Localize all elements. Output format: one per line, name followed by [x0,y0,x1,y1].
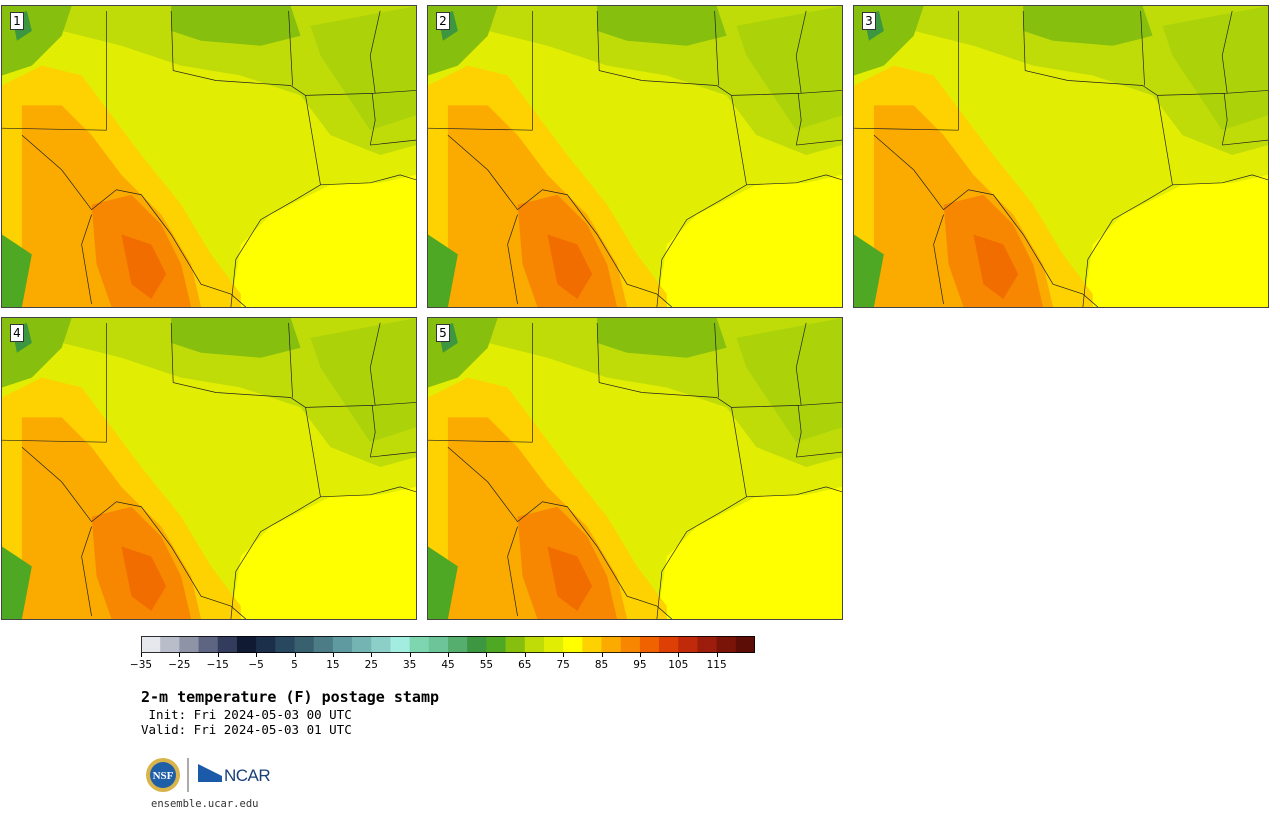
colorbar-tick-label: −5 [248,659,264,671]
colorbar-swatch [678,636,698,653]
init-time: Init: Fri 2024-05-03 00 UTC [141,707,352,722]
colorbar-tick [332,653,334,657]
colorbar-tick [486,653,488,657]
colorbar-tick [601,653,603,657]
colorbar-swatch [179,636,200,653]
temperature-map-4 [2,318,416,619]
nsf-logo-text: NSF [153,770,174,782]
ensemble-member-panel-4: 4 [1,317,417,620]
colorbar-tick-label: 5 [291,659,298,671]
colorbar-tick-label: 65 [518,659,532,671]
nsf-ncar-logo: NSF NCAR [144,756,274,796]
colorbar-swatch [543,636,564,653]
ncar-logo-text: NCAR [224,766,271,785]
colorbar-swatch [390,636,411,653]
colorbar-swatch [160,636,180,653]
colorbar-swatch [294,636,315,653]
colorbar-tick-label: 35 [402,659,417,671]
colorbar-tick [371,653,373,657]
colorbar-swatch [524,636,545,653]
colorbar-swatch [448,636,468,653]
colorbar-tick [716,653,718,657]
ensemble-member-panel-2: 2 [427,5,843,308]
colorbar-tick-label: 85 [594,659,609,671]
colorbar-tick-label: 45 [441,659,455,671]
ensemble-member-panel-3: 3 [853,5,1269,308]
colorbar-tick [639,653,641,657]
colorbar-border [141,636,755,653]
temperature-map-5 [428,318,842,619]
temperature-colorbar [141,636,755,653]
colorbar-swatch [332,636,353,653]
valid-time: Valid: Fri 2024-05-03 01 UTC [141,722,352,737]
temperature-map-1 [2,6,416,307]
colorbar-swatch [236,636,257,653]
colorbar-swatch [735,636,755,653]
colorbar-swatch [409,636,430,653]
colorbar-swatch [659,636,679,653]
colorbar-swatch [582,636,602,653]
colorbar-tick-label: −25 [168,659,191,671]
colorbar-swatch [716,636,737,653]
colorbar-swatch [275,636,295,653]
colorbar-tick [294,653,296,657]
colorbar-swatch [198,636,219,653]
colorbar-tick-label: 55 [479,659,494,671]
colorbar-swatch [505,636,526,653]
colorbar-tick [179,653,181,657]
panel-label: 3 [862,12,876,30]
colorbar-tick [409,653,411,657]
temperature-map-2 [428,6,842,307]
site-url: ensemble.ucar.edu [151,798,259,810]
colorbar-tick [256,653,258,657]
ensemble-member-panel-1: 1 [1,5,417,308]
colorbar-swatch [601,636,622,653]
colorbar-swatch [467,636,487,653]
panel-label: 5 [436,324,450,342]
colorbar-swatch [141,636,161,653]
panel-label: 1 [10,12,24,30]
colorbar-swatch [639,636,660,653]
colorbar-swatch [486,636,507,653]
colorbar-swatch [428,636,449,653]
colorbar-swatch [563,636,583,653]
colorbar-swatch [256,636,276,653]
colorbar-tick-label: −15 [206,659,229,671]
colorbar-tick-label: 75 [556,659,570,671]
ensemble-member-panel-5: 5 [427,317,843,620]
colorbar-swatch [217,636,238,653]
colorbar-tick-label: 105 [668,659,689,671]
colorbar-tick [563,653,565,657]
colorbar-tick-label: −35 [129,659,153,671]
colorbar-tick [141,653,142,657]
colorbar-swatch [697,636,718,653]
panel-label: 2 [436,12,450,30]
colorbar-tick-label: 15 [326,659,340,671]
colorbar-swatch [352,636,372,653]
colorbar-tick-label: 95 [633,659,647,671]
colorbar-tick-label: 115 [706,659,727,671]
colorbar-tick-label: 25 [364,659,378,671]
colorbar-swatch [620,636,641,653]
panel-label: 4 [10,324,24,342]
colorbar-swatch [313,636,334,653]
colorbar-tick [448,653,449,657]
colorbar-tick [678,653,680,657]
plot-title: 2-m temperature (F) postage stamp [141,688,440,706]
colorbar-tick [217,653,219,657]
colorbar-swatch [371,636,391,653]
temperature-map-3 [854,6,1268,307]
colorbar-tick [524,653,526,657]
